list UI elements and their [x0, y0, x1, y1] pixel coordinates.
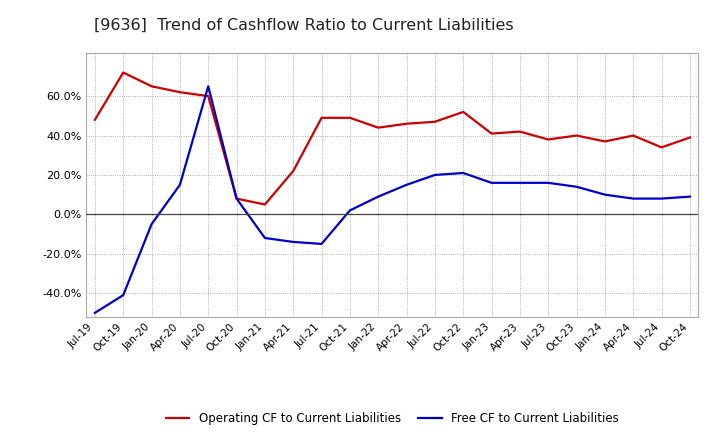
Operating CF to Current Liabilities	[431, 119, 439, 125]
Free CF to Current Liabilities	[572, 184, 581, 189]
Free CF to Current Liabilities	[261, 235, 269, 241]
Line: Free CF to Current Liabilities: Free CF to Current Liabilities	[95, 86, 690, 313]
Operating CF to Current Liabilities	[204, 94, 212, 99]
Free CF to Current Liabilities	[318, 241, 326, 246]
Operating CF to Current Liabilities	[629, 133, 637, 138]
Operating CF to Current Liabilities	[685, 135, 694, 140]
Free CF to Current Liabilities	[233, 196, 241, 201]
Free CF to Current Liabilities	[685, 194, 694, 199]
Operating CF to Current Liabilities	[544, 137, 552, 142]
Free CF to Current Liabilities	[346, 208, 354, 213]
Operating CF to Current Liabilities	[516, 129, 524, 134]
Operating CF to Current Liabilities	[91, 117, 99, 122]
Operating CF to Current Liabilities	[459, 109, 467, 114]
Free CF to Current Liabilities	[600, 192, 609, 197]
Free CF to Current Liabilities	[91, 310, 99, 315]
Operating CF to Current Liabilities	[374, 125, 382, 130]
Operating CF to Current Liabilities	[119, 70, 127, 75]
Free CF to Current Liabilities	[487, 180, 496, 186]
Free CF to Current Liabilities	[431, 172, 439, 178]
Free CF to Current Liabilities	[629, 196, 637, 201]
Free CF to Current Liabilities	[657, 196, 666, 201]
Free CF to Current Liabilities	[176, 182, 184, 187]
Free CF to Current Liabilities	[459, 170, 467, 176]
Free CF to Current Liabilities	[402, 182, 411, 187]
Free CF to Current Liabilities	[289, 239, 297, 245]
Operating CF to Current Liabilities	[487, 131, 496, 136]
Free CF to Current Liabilities	[119, 293, 127, 298]
Operating CF to Current Liabilities	[261, 202, 269, 207]
Line: Operating CF to Current Liabilities: Operating CF to Current Liabilities	[95, 73, 690, 205]
Legend: Operating CF to Current Liabilities, Free CF to Current Liabilities: Operating CF to Current Liabilities, Fre…	[161, 407, 624, 429]
Operating CF to Current Liabilities	[318, 115, 326, 121]
Free CF to Current Liabilities	[544, 180, 552, 186]
Operating CF to Current Liabilities	[148, 84, 156, 89]
Free CF to Current Liabilities	[204, 84, 212, 89]
Operating CF to Current Liabilities	[657, 145, 666, 150]
Operating CF to Current Liabilities	[572, 133, 581, 138]
Operating CF to Current Liabilities	[402, 121, 411, 126]
Operating CF to Current Liabilities	[289, 169, 297, 174]
Operating CF to Current Liabilities	[600, 139, 609, 144]
Text: [9636]  Trend of Cashflow Ratio to Current Liabilities: [9636] Trend of Cashflow Ratio to Curren…	[94, 18, 513, 33]
Operating CF to Current Liabilities	[176, 90, 184, 95]
Free CF to Current Liabilities	[148, 222, 156, 227]
Free CF to Current Liabilities	[516, 180, 524, 186]
Free CF to Current Liabilities	[374, 194, 382, 199]
Operating CF to Current Liabilities	[233, 196, 241, 201]
Operating CF to Current Liabilities	[346, 115, 354, 121]
